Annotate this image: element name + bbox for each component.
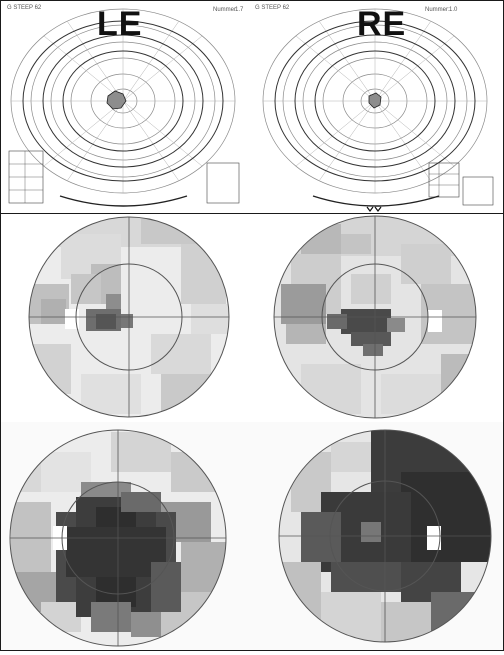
crosshair-icon xyxy=(279,430,491,642)
fovea-marker-icon xyxy=(366,206,382,212)
field-name-left: Nummer: xyxy=(213,7,238,13)
sensitivity-maps-1 xyxy=(28,215,477,419)
label-left-eye: LE xyxy=(97,5,143,43)
sensitivity-row-1 xyxy=(1,214,503,421)
isopter-dark xyxy=(274,20,476,182)
perimetry-chart-left: G STEEP 62 Nummer: 1.7 xyxy=(5,1,249,213)
label-right-eye: RE xyxy=(357,5,407,43)
chart-header-right: G STEEP 62 xyxy=(255,5,290,11)
perimetry-chart-right: G STEEP 62 Nummer: 1.0 xyxy=(253,1,499,213)
settings-box-left xyxy=(206,162,240,204)
field-name-right: Nummer: xyxy=(425,7,450,13)
chart-header-left: G STEEP 62 xyxy=(7,5,42,11)
scotoma-right xyxy=(368,92,382,109)
perimetry-row: G STEEP 62 Nummer: 1.7 xyxy=(1,1,503,214)
field-value-right: 1.0 xyxy=(449,7,458,13)
sensitivity-row-2 xyxy=(1,422,503,650)
crosshair-icon xyxy=(29,217,229,417)
crosshair-icon xyxy=(10,430,226,646)
field-value-left: 1.7 xyxy=(235,7,244,13)
scotoma-left xyxy=(106,90,127,110)
legend-table-right xyxy=(428,162,460,198)
settings-box-right xyxy=(462,176,494,206)
crosshair-icon xyxy=(274,216,476,418)
isopter-dark xyxy=(22,20,224,182)
perimetry-svg-left xyxy=(8,8,240,207)
perimetry-svg-right xyxy=(262,8,494,212)
sensitivity-maps-2 xyxy=(9,429,492,647)
